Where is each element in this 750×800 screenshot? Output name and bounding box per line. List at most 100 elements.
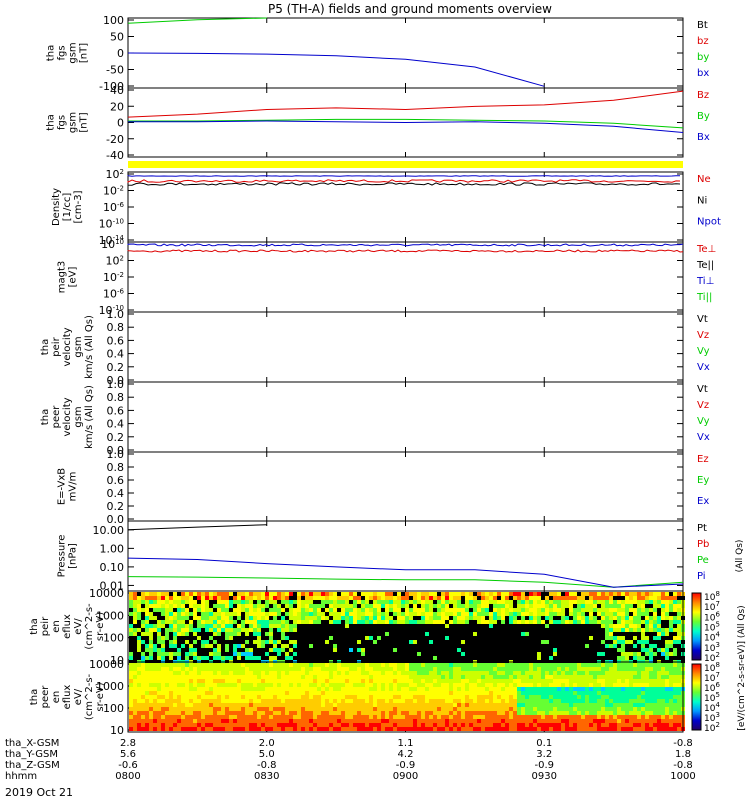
heatmap-cell	[405, 679, 409, 683]
heatmap-cell	[577, 715, 581, 719]
heatmap-cell	[541, 691, 545, 695]
heatmap-cell	[161, 632, 165, 636]
heatmap-cell	[217, 723, 221, 727]
heatmap-cell	[169, 612, 173, 616]
heatmap-cell	[205, 663, 209, 667]
heatmap-cell	[629, 608, 633, 612]
heatmap-cell	[513, 652, 517, 656]
heatmap-cell	[221, 703, 225, 707]
heatmap-cell	[465, 636, 469, 640]
heatmap-cell	[353, 636, 357, 640]
legend-entry-Pe: Pe	[697, 555, 709, 566]
heatmap-cell	[585, 640, 589, 644]
heatmap-cell	[565, 719, 569, 723]
series-line-Bx	[128, 120, 684, 133]
heatmap-cell	[521, 695, 525, 699]
heatmap-cell	[329, 723, 333, 727]
heatmap-cell	[505, 608, 509, 612]
heatmap-cell	[389, 648, 393, 652]
heatmap-cell	[237, 663, 241, 667]
heatmap-cell	[285, 695, 289, 699]
heatmap-cell	[569, 624, 573, 628]
heatmap-cell	[669, 648, 673, 652]
heatmap-cell	[133, 663, 137, 667]
heatmap-cell	[145, 612, 149, 616]
heatmap-cell	[489, 723, 493, 727]
heatmap-cell	[521, 723, 525, 727]
heatmap-cell	[345, 640, 349, 644]
heatmap-cell	[457, 663, 461, 667]
heatmap-cell	[509, 608, 513, 612]
heatmap-cell	[593, 695, 597, 699]
heatmap-cell	[409, 640, 413, 644]
heatmap-cell	[365, 667, 369, 671]
heatmap-cell	[565, 652, 569, 656]
heatmap-cell	[301, 620, 305, 624]
heatmap-cell	[129, 719, 133, 723]
heatmap-cell	[141, 667, 145, 671]
heatmap-cell	[525, 616, 529, 620]
heatmap-cell	[417, 608, 421, 612]
heatmap-cell	[461, 723, 465, 727]
heatmap-cell	[561, 652, 565, 656]
heatmap-cell	[597, 652, 601, 656]
heatmap-cell	[213, 596, 217, 600]
heatmap-cell	[349, 703, 353, 707]
heatmap-cell	[145, 663, 149, 667]
heatmap-cell	[289, 679, 293, 683]
heatmap-cell	[485, 667, 489, 671]
heatmap-cell	[185, 596, 189, 600]
heatmap-cell	[393, 675, 397, 679]
heatmap-cell	[241, 715, 245, 719]
heatmap-cell	[165, 703, 169, 707]
heatmap-cell	[149, 652, 153, 656]
heatmap-cell	[201, 699, 205, 703]
heatmap-cell	[549, 699, 553, 703]
heatmap-cell	[441, 600, 445, 604]
heatmap-cell	[473, 632, 477, 636]
y-tick-label: 10-2	[103, 185, 124, 198]
heatmap-cell	[309, 600, 313, 604]
heatmap-cell	[321, 675, 325, 679]
heatmap-cell	[289, 719, 293, 723]
heatmap-cell	[389, 656, 393, 660]
heatmap-cell	[493, 600, 497, 604]
heatmap-cell	[185, 620, 189, 624]
heatmap-cell	[201, 628, 205, 632]
heatmap-cell	[241, 652, 245, 656]
heatmap-cell	[581, 679, 585, 683]
heatmap-cell	[365, 616, 369, 620]
heatmap-cell	[505, 687, 509, 691]
heatmap-cell	[233, 652, 237, 656]
heatmap-cell	[653, 600, 657, 604]
heatmap-cell	[289, 675, 293, 679]
heatmap-cell	[189, 663, 193, 667]
heatmap-cell	[313, 644, 317, 648]
heatmap-cell	[537, 715, 541, 719]
heatmap-cell	[581, 707, 585, 711]
heatmap-cell	[661, 640, 665, 644]
heatmap-cell	[357, 691, 361, 695]
heatmap-cell	[213, 640, 217, 644]
heatmap-cell	[525, 612, 529, 616]
heatmap-cell	[297, 624, 301, 628]
heatmap-cell	[369, 707, 373, 711]
heatmap-cell	[565, 612, 569, 616]
heatmap-cell	[253, 612, 257, 616]
heatmap-cell	[441, 663, 445, 667]
heatmap-cell	[541, 612, 545, 616]
heatmap-cell	[293, 632, 297, 636]
heatmap-cell	[497, 624, 501, 628]
heatmap-cell	[329, 648, 333, 652]
heatmap-cell	[229, 592, 233, 596]
heatmap-cell	[161, 723, 165, 727]
heatmap-cell	[133, 671, 137, 675]
heatmap-cell	[441, 592, 445, 596]
heatmap-cell	[477, 727, 481, 731]
y-tick-label: 0.6	[107, 334, 125, 347]
legend-entry-Pi: Pi	[697, 571, 706, 582]
heatmap-cell	[233, 719, 237, 723]
heatmap-cell	[457, 679, 461, 683]
heatmap-cell	[577, 644, 581, 648]
heatmap-cell	[145, 604, 149, 608]
